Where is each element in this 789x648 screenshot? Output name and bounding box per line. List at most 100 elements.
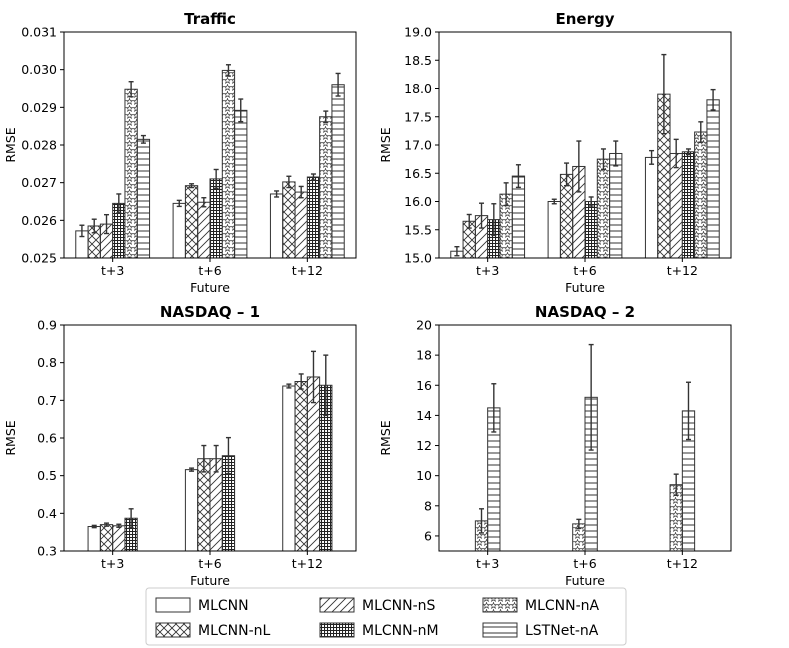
bar-mlcnn-nl-t-12	[294, 381, 308, 552]
y-tick-label: 0.029	[21, 100, 57, 115]
y-tick-label: 0.9	[37, 318, 57, 333]
error-bar-mlcnn-nm-t-6	[588, 196, 594, 207]
y-tick-label: 14	[416, 408, 432, 423]
y-tick-label: 17.0	[404, 138, 432, 153]
y-tick-label: 18	[416, 348, 432, 363]
bar-mlcnn-nl-t-3	[99, 524, 114, 552]
y-tick-label: 15.5	[404, 222, 432, 237]
x-tick-label-t-3: t+3	[476, 556, 499, 571]
error-bar-lstnet-na-t-3	[140, 134, 146, 144]
error-bar-mlcnn-ns-t-3	[104, 213, 110, 235]
error-bar-mlcnn-t-6	[176, 199, 182, 208]
y-axis-label: RMSE	[3, 127, 18, 162]
y-tick-label: 0.5	[37, 468, 57, 483]
bar-mlcnn-ns-t-3	[112, 525, 126, 552]
y-tick-label: 16	[416, 378, 432, 393]
error-bar-mlcnn-na-t-3	[479, 508, 485, 534]
legend-swatch-mlcnn-na	[482, 597, 518, 613]
error-bar-mlcnn-na-t-12	[673, 473, 679, 496]
error-bar-mlcnn-nm-t-6	[213, 168, 219, 190]
error-bar-mlcnn-na-t-3	[503, 182, 509, 207]
error-bar-mlcnn-t-12	[286, 383, 292, 389]
error-bar-mlcnn-ns-t-6	[576, 140, 582, 193]
bar-mlcnn-ns-t-12	[294, 191, 308, 259]
error-bar-mlcnn-t-6	[551, 198, 557, 205]
y-tick-label: 0.031	[21, 25, 57, 40]
error-bar-mlcnn-na-t-6	[225, 64, 231, 77]
error-bar-mlcnn-nl-t-12	[286, 175, 292, 189]
x-tick-label-t-6: t+6	[198, 556, 221, 571]
chart-title: NASDAQ – 1	[160, 303, 260, 321]
error-bar-mlcnn-nl-t-6	[564, 162, 570, 187]
error-bar-lstnet-na-t-6	[588, 343, 594, 451]
x-tick-label-t-12: t+12	[667, 263, 698, 278]
error-bar-mlcnn-ns-t-3	[116, 523, 122, 528]
bar-mlcnn-t-3	[87, 526, 101, 552]
bar-lstnet-na-t-3	[136, 138, 151, 259]
error-bar-mlcnn-t-3	[79, 224, 85, 238]
error-bar-mlcnn-nm-t-3	[128, 508, 134, 529]
bar-mlcnn-nl-t-6	[559, 173, 574, 259]
plot-frame	[63, 31, 357, 259]
legend-label-mlcnn-nm: MLCNN-nM	[362, 623, 439, 639]
error-bar-mlcnn-nl-t-12	[661, 53, 667, 135]
bar-mlcnn-t-12	[269, 193, 284, 259]
error-bar-lstnet-na-t-6	[613, 140, 619, 167]
error-bar-mlcnn-nl-t-12	[298, 373, 304, 390]
y-tick-label: 8	[424, 498, 432, 513]
y-tick-label: 18.0	[404, 81, 432, 96]
bar-lstnet-na-t-3	[511, 175, 526, 259]
y-tick-label: 10	[416, 468, 432, 483]
y-axis-label: RMSE	[3, 420, 18, 455]
bar-mlcnn-nm-t-12	[681, 151, 696, 259]
bar-mlcnn-nm-t-6	[584, 201, 598, 259]
bar-mlcnn-t-6	[184, 469, 199, 552]
x-axis-label: Future	[565, 280, 605, 295]
bar-mlcnn-ns-t-6	[197, 201, 211, 259]
error-bar-mlcnn-na-t-6	[576, 518, 582, 530]
error-bar-lstnet-na-t-12	[335, 72, 341, 97]
error-bar-mlcnn-na-t-6	[600, 148, 606, 170]
x-tick-label-t-6: t+6	[573, 556, 596, 571]
error-bar-mlcnn-ns-t-6	[213, 444, 219, 473]
bar-mlcnn-na-t-12	[319, 116, 333, 259]
error-bar-mlcnn-nm-t-12	[685, 148, 691, 156]
y-tick-label: 16.5	[404, 166, 432, 181]
y-tick-label: 6	[424, 528, 432, 543]
error-bar-lstnet-na-t-3	[515, 164, 521, 189]
error-bar-mlcnn-nm-t-12	[310, 173, 316, 181]
y-tick-label: 18.5	[404, 53, 432, 68]
bar-mlcnn-na-t-3	[124, 88, 138, 259]
x-tick-label-t-12: t+12	[292, 556, 323, 571]
bar-lstnet-na-t-12	[706, 99, 720, 259]
y-tick-label: 0.027	[21, 175, 57, 190]
bar-mlcnn-t-6	[547, 201, 561, 259]
bar-mlcnn-nm-t-12	[306, 176, 321, 259]
y-tick-label: 16.0	[404, 194, 432, 209]
y-tick-label: 0.026	[21, 213, 57, 228]
panel-nasdaq-2: t+3 t+6 t+12 6 8 10 12 14 16 18 20 NASDAQ – 2 Future…	[378, 303, 732, 588]
error-bar-mlcnn-t-6	[189, 467, 195, 472]
error-bar-mlcnn-ns-t-12	[310, 350, 316, 404]
legend: MLCNN MLCNN-nL MLCNN-nS MLCNN-nM MLCNN-n…	[145, 587, 627, 646]
bar-mlcnn-na-t-12	[694, 131, 708, 259]
x-tick-label-t-12: t+12	[292, 263, 323, 278]
error-bar-mlcnn-nl-t-3	[466, 213, 472, 229]
error-bar-mlcnn-t-12	[649, 149, 655, 165]
y-tick-label: 0.030	[21, 62, 57, 77]
error-bar-mlcnn-nl-t-6	[201, 444, 207, 473]
x-axis-label: Future	[190, 573, 230, 588]
y-tick-label: 12	[416, 438, 432, 453]
error-bar-mlcnn-t-3	[91, 524, 97, 529]
chart-title: NASDAQ – 2	[535, 303, 635, 321]
error-bar-lstnet-na-t-12	[685, 381, 691, 441]
y-tick-label: 0.6	[37, 431, 57, 446]
error-bar-mlcnn-nl-t-6	[189, 183, 195, 189]
bar-mlcnn-na-t-6	[596, 158, 611, 259]
y-axis-label: RMSE	[378, 127, 393, 162]
bar-mlcnn-t-12	[644, 156, 659, 259]
x-tick-label-t-6: t+6	[573, 263, 596, 278]
bar-mlcnn-na-t-6	[221, 69, 236, 259]
error-bar-mlcnn-nm-t-3	[116, 193, 122, 214]
